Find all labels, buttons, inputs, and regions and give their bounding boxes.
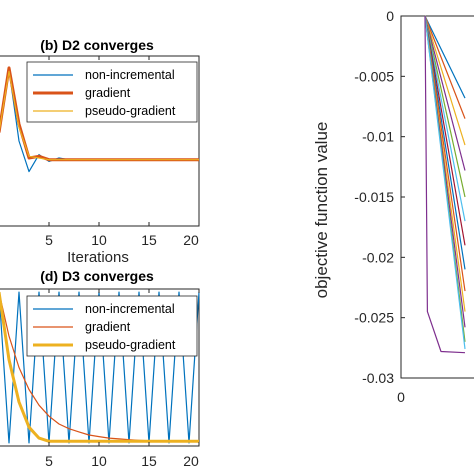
legend-d-label-1: gradient xyxy=(85,320,131,334)
legend-b-label-2: pseudo-gradient xyxy=(85,104,176,118)
legend-b-label-1: gradient xyxy=(85,86,131,100)
panel-b-series xyxy=(0,66,199,173)
panel-right-series xyxy=(424,15,466,354)
panel-b: (b) D2 converges 5 10 15 20 Iterations non-… xyxy=(0,37,200,266)
series-line-right-4 xyxy=(424,15,466,198)
ytick-label-right: -0.025 xyxy=(354,310,394,326)
ytick-label-right: -0.02 xyxy=(362,249,394,265)
ytick-label-right: -0.01 xyxy=(362,129,394,145)
series-line-right-13 xyxy=(424,15,466,354)
series-line-right-0 xyxy=(424,15,466,99)
series-line-right-12 xyxy=(424,15,466,350)
legend-d-label-2: pseudo-gradient xyxy=(85,338,176,352)
series-line-right-2 xyxy=(424,15,466,146)
legend-d-label-0: non-incremental xyxy=(85,302,175,316)
ytick-label-right: -0.005 xyxy=(354,68,394,84)
xtick-label-d: 15 xyxy=(141,453,157,469)
panel-right-ylabel: objective function value xyxy=(312,122,331,299)
panel-d: (d) D3 converges 5 10 15 20 non-incremental… xyxy=(0,268,200,469)
ytick-label-right: -0.015 xyxy=(354,189,394,205)
panel-b-title: (b) D2 converges xyxy=(40,37,154,53)
xtick-label-b: 20 xyxy=(183,232,199,248)
xtick-label-right: 0 xyxy=(397,389,405,405)
xtick-label-d: 10 xyxy=(91,453,107,469)
ytick-label-right: -0.03 xyxy=(362,370,394,386)
series-line-right-5 xyxy=(424,15,466,222)
panel-b-xlabel: Iterations xyxy=(67,249,129,266)
series-line-b-2 xyxy=(0,70,199,161)
xtick-label-b: 10 xyxy=(91,232,107,248)
xtick-label-b: 15 xyxy=(141,232,157,248)
panel-b-legend: non-incremental gradient pseudo-gradient xyxy=(26,61,198,123)
panel-d-ticks: 5 10 15 20 xyxy=(45,289,200,469)
panel-d-title: (d) D3 converges xyxy=(40,268,154,284)
legend-b-label-0: non-incremental xyxy=(85,68,175,82)
series-line-right-1 xyxy=(424,15,466,119)
xtick-label-d: 20 xyxy=(183,453,199,469)
series-line-d-2 xyxy=(0,291,199,443)
panel-d-legend: non-incremental gradient pseudo-gradient xyxy=(26,295,198,357)
panel-b-ticks: 5 10 15 20 xyxy=(45,56,200,248)
ytick-label-right: 0 xyxy=(386,8,394,24)
panel-right: 0-0.005-0.01-0.015-0.02-0.025-0.030 obje… xyxy=(312,8,474,405)
series-line-right-3 xyxy=(424,15,466,171)
panel-right-ticks: 0-0.005-0.01-0.015-0.02-0.025-0.030 xyxy=(354,8,405,405)
xtick-label-d: 5 xyxy=(45,453,53,469)
series-line-right-6 xyxy=(424,15,466,246)
xtick-label-b: 5 xyxy=(45,232,53,248)
